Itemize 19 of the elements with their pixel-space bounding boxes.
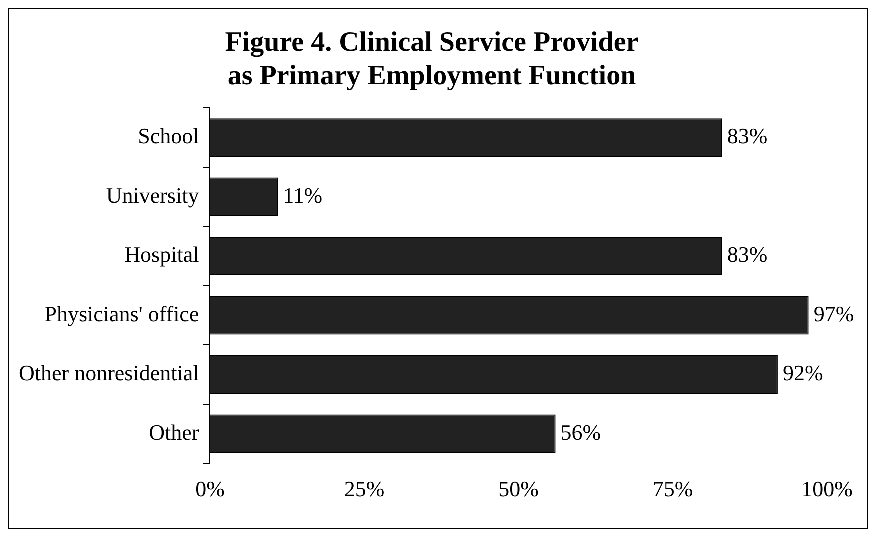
y-tick-label: Physicians' office [44,301,200,326]
x-tick-label: 75% [652,476,694,502]
data-label: 83% [727,124,768,149]
data-label: 56% [560,420,602,445]
x-tick-label: 50% [498,476,539,502]
data-label: 92% [782,360,824,386]
data-label: 83% [727,242,768,268]
data-label: 97% [814,301,854,326]
x-tick-label: 100% [802,476,853,502]
y-tick-label: School [138,124,200,149]
text: Figure 4. Clinical Service Provider [225,27,639,58]
text: as Primary Employment Function [228,60,636,92]
x-tick-label: 25% [344,476,385,502]
y-tick-label: Other nonresidential [18,360,200,386]
data-label: 11% [283,182,323,208]
x-tick-label: 0% [196,476,225,502]
y-tick-label: Hospital [124,242,200,268]
y-tick-label: University [106,182,200,208]
y-tick-label: Other [149,420,200,445]
